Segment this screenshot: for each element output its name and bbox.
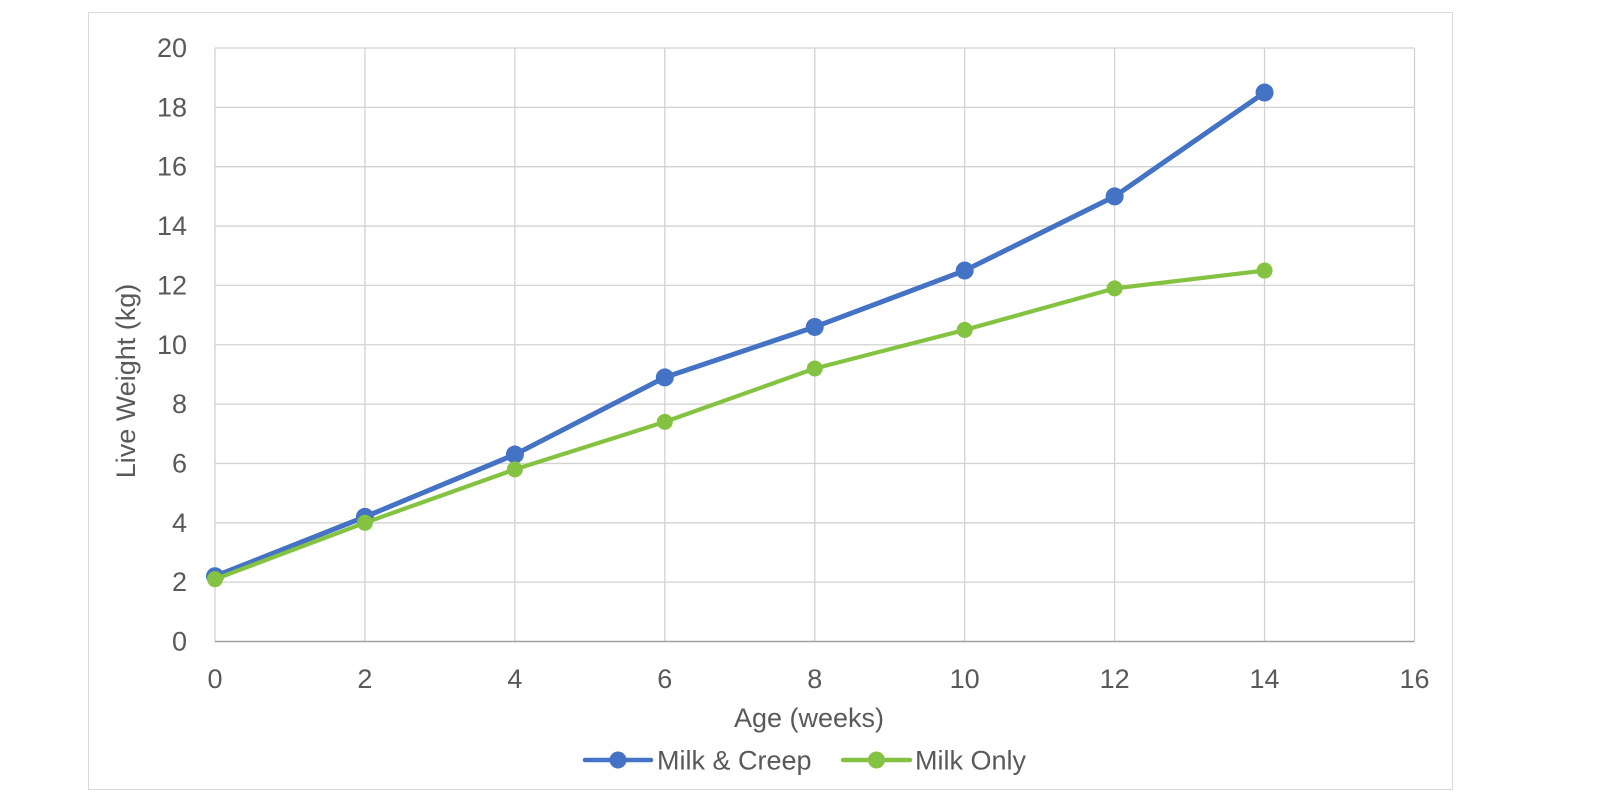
svg-text:12: 12 <box>1100 664 1130 694</box>
svg-text:2: 2 <box>357 664 372 694</box>
svg-text:16: 16 <box>1399 664 1429 694</box>
svg-text:16: 16 <box>157 152 187 182</box>
svg-text:0: 0 <box>207 664 222 694</box>
svg-text:8: 8 <box>172 389 187 419</box>
svg-text:Age (weeks): Age (weeks) <box>734 703 884 733</box>
svg-text:20: 20 <box>157 33 187 63</box>
svg-text:Milk Only: Milk Only <box>915 746 1027 776</box>
svg-text:12: 12 <box>157 270 187 300</box>
svg-text:Milk & Creep: Milk & Creep <box>657 746 812 776</box>
svg-text:8: 8 <box>807 664 822 694</box>
svg-text:6: 6 <box>172 448 187 478</box>
svg-text:4: 4 <box>172 508 187 538</box>
svg-text:Live Weight (kg): Live Weight (kg) <box>111 284 141 479</box>
svg-text:18: 18 <box>157 92 187 122</box>
svg-text:14: 14 <box>1250 664 1280 694</box>
svg-text:14: 14 <box>157 211 187 241</box>
svg-text:2: 2 <box>172 567 187 597</box>
svg-text:10: 10 <box>157 330 187 360</box>
svg-text:4: 4 <box>507 664 522 694</box>
svg-text:0: 0 <box>172 627 187 657</box>
svg-text:10: 10 <box>950 664 980 694</box>
svg-text:6: 6 <box>657 664 672 694</box>
